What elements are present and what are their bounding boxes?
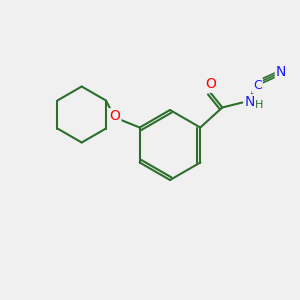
Text: O: O	[109, 110, 120, 124]
Text: N: N	[276, 65, 286, 80]
Text: C: C	[253, 79, 262, 92]
Text: N: N	[245, 95, 256, 110]
Text: H: H	[255, 100, 263, 110]
Text: O: O	[205, 77, 216, 92]
